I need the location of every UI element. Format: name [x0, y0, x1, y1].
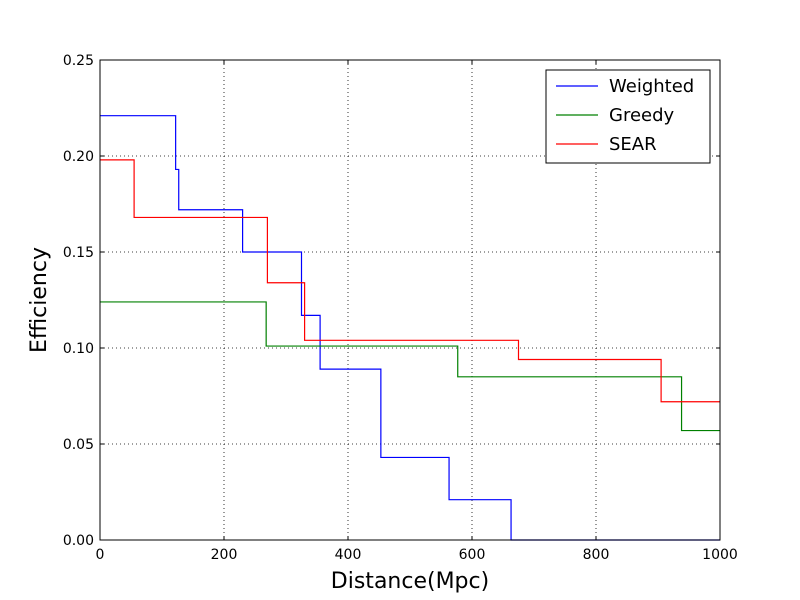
y-tick-label: 0.20 [63, 149, 94, 165]
y-tick-label: 0.25 [63, 53, 94, 69]
x-tick-label: 400 [335, 547, 362, 563]
x-tick-label: 0 [96, 547, 105, 563]
legend-label-greedy: Greedy [609, 105, 675, 126]
y-tick-label: 0.05 [63, 437, 94, 453]
y-tick-label: 0.10 [63, 341, 94, 357]
x-axis-title: Distance(Mpc) [331, 569, 489, 594]
legend: Weighted Greedy SEAR [545, 69, 711, 164]
series-line-greedy [100, 301, 720, 432]
x-tick-label: 600 [459, 547, 486, 563]
y-tick-label: 0.00 [63, 533, 94, 549]
legend-label-sear: SEAR [609, 134, 657, 155]
ticks: 0 200 400 600 800 1000 0.00 0.05 0.10 0.15 0.20 0.2… [63, 53, 738, 563]
series-group [100, 115, 720, 541]
x-tick-label: 800 [583, 547, 610, 563]
x-tick-label: 1000 [702, 547, 738, 563]
series-line-weighted [100, 115, 720, 541]
y-axis-title: Efficiency [27, 247, 52, 353]
x-tick-label: 200 [211, 547, 238, 563]
y-tick-label: 0.15 [63, 245, 94, 261]
legend-label-weighted: Weighted [609, 76, 694, 97]
series-line-sear [100, 159, 720, 403]
plot-frame [99, 59, 721, 541]
